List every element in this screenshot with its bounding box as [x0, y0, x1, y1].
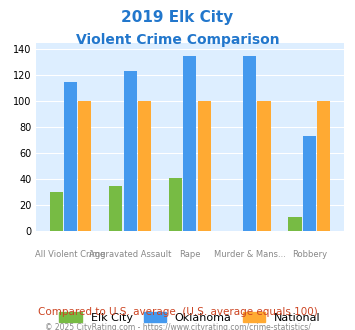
- Bar: [289, 217, 302, 231]
- Text: Rape: Rape: [179, 250, 201, 259]
- Bar: [303, 136, 316, 231]
- Bar: [124, 71, 137, 231]
- Bar: [78, 101, 91, 231]
- Bar: [64, 82, 77, 231]
- Text: Murder & Mans...: Murder & Mans...: [214, 250, 286, 259]
- Legend: Elk City, Oklahoma, National: Elk City, Oklahoma, National: [55, 308, 325, 328]
- Bar: [183, 56, 197, 231]
- Text: © 2025 CityRating.com - https://www.cityrating.com/crime-statistics/: © 2025 CityRating.com - https://www.city…: [45, 323, 310, 330]
- Bar: [317, 101, 330, 231]
- Bar: [138, 101, 151, 231]
- Text: Violent Crime Comparison: Violent Crime Comparison: [76, 33, 279, 47]
- Bar: [109, 185, 122, 231]
- Bar: [50, 192, 63, 231]
- Text: Robbery: Robbery: [292, 250, 327, 259]
- Text: Aggravated Assault: Aggravated Assault: [89, 250, 171, 259]
- Text: Compared to U.S. average. (U.S. average equals 100): Compared to U.S. average. (U.S. average …: [38, 307, 317, 317]
- Bar: [243, 56, 256, 231]
- Text: 2019 Elk City: 2019 Elk City: [121, 10, 234, 25]
- Bar: [198, 101, 211, 231]
- Text: All Violent Crime: All Violent Crime: [35, 250, 105, 259]
- Bar: [169, 178, 182, 231]
- Bar: [257, 101, 271, 231]
